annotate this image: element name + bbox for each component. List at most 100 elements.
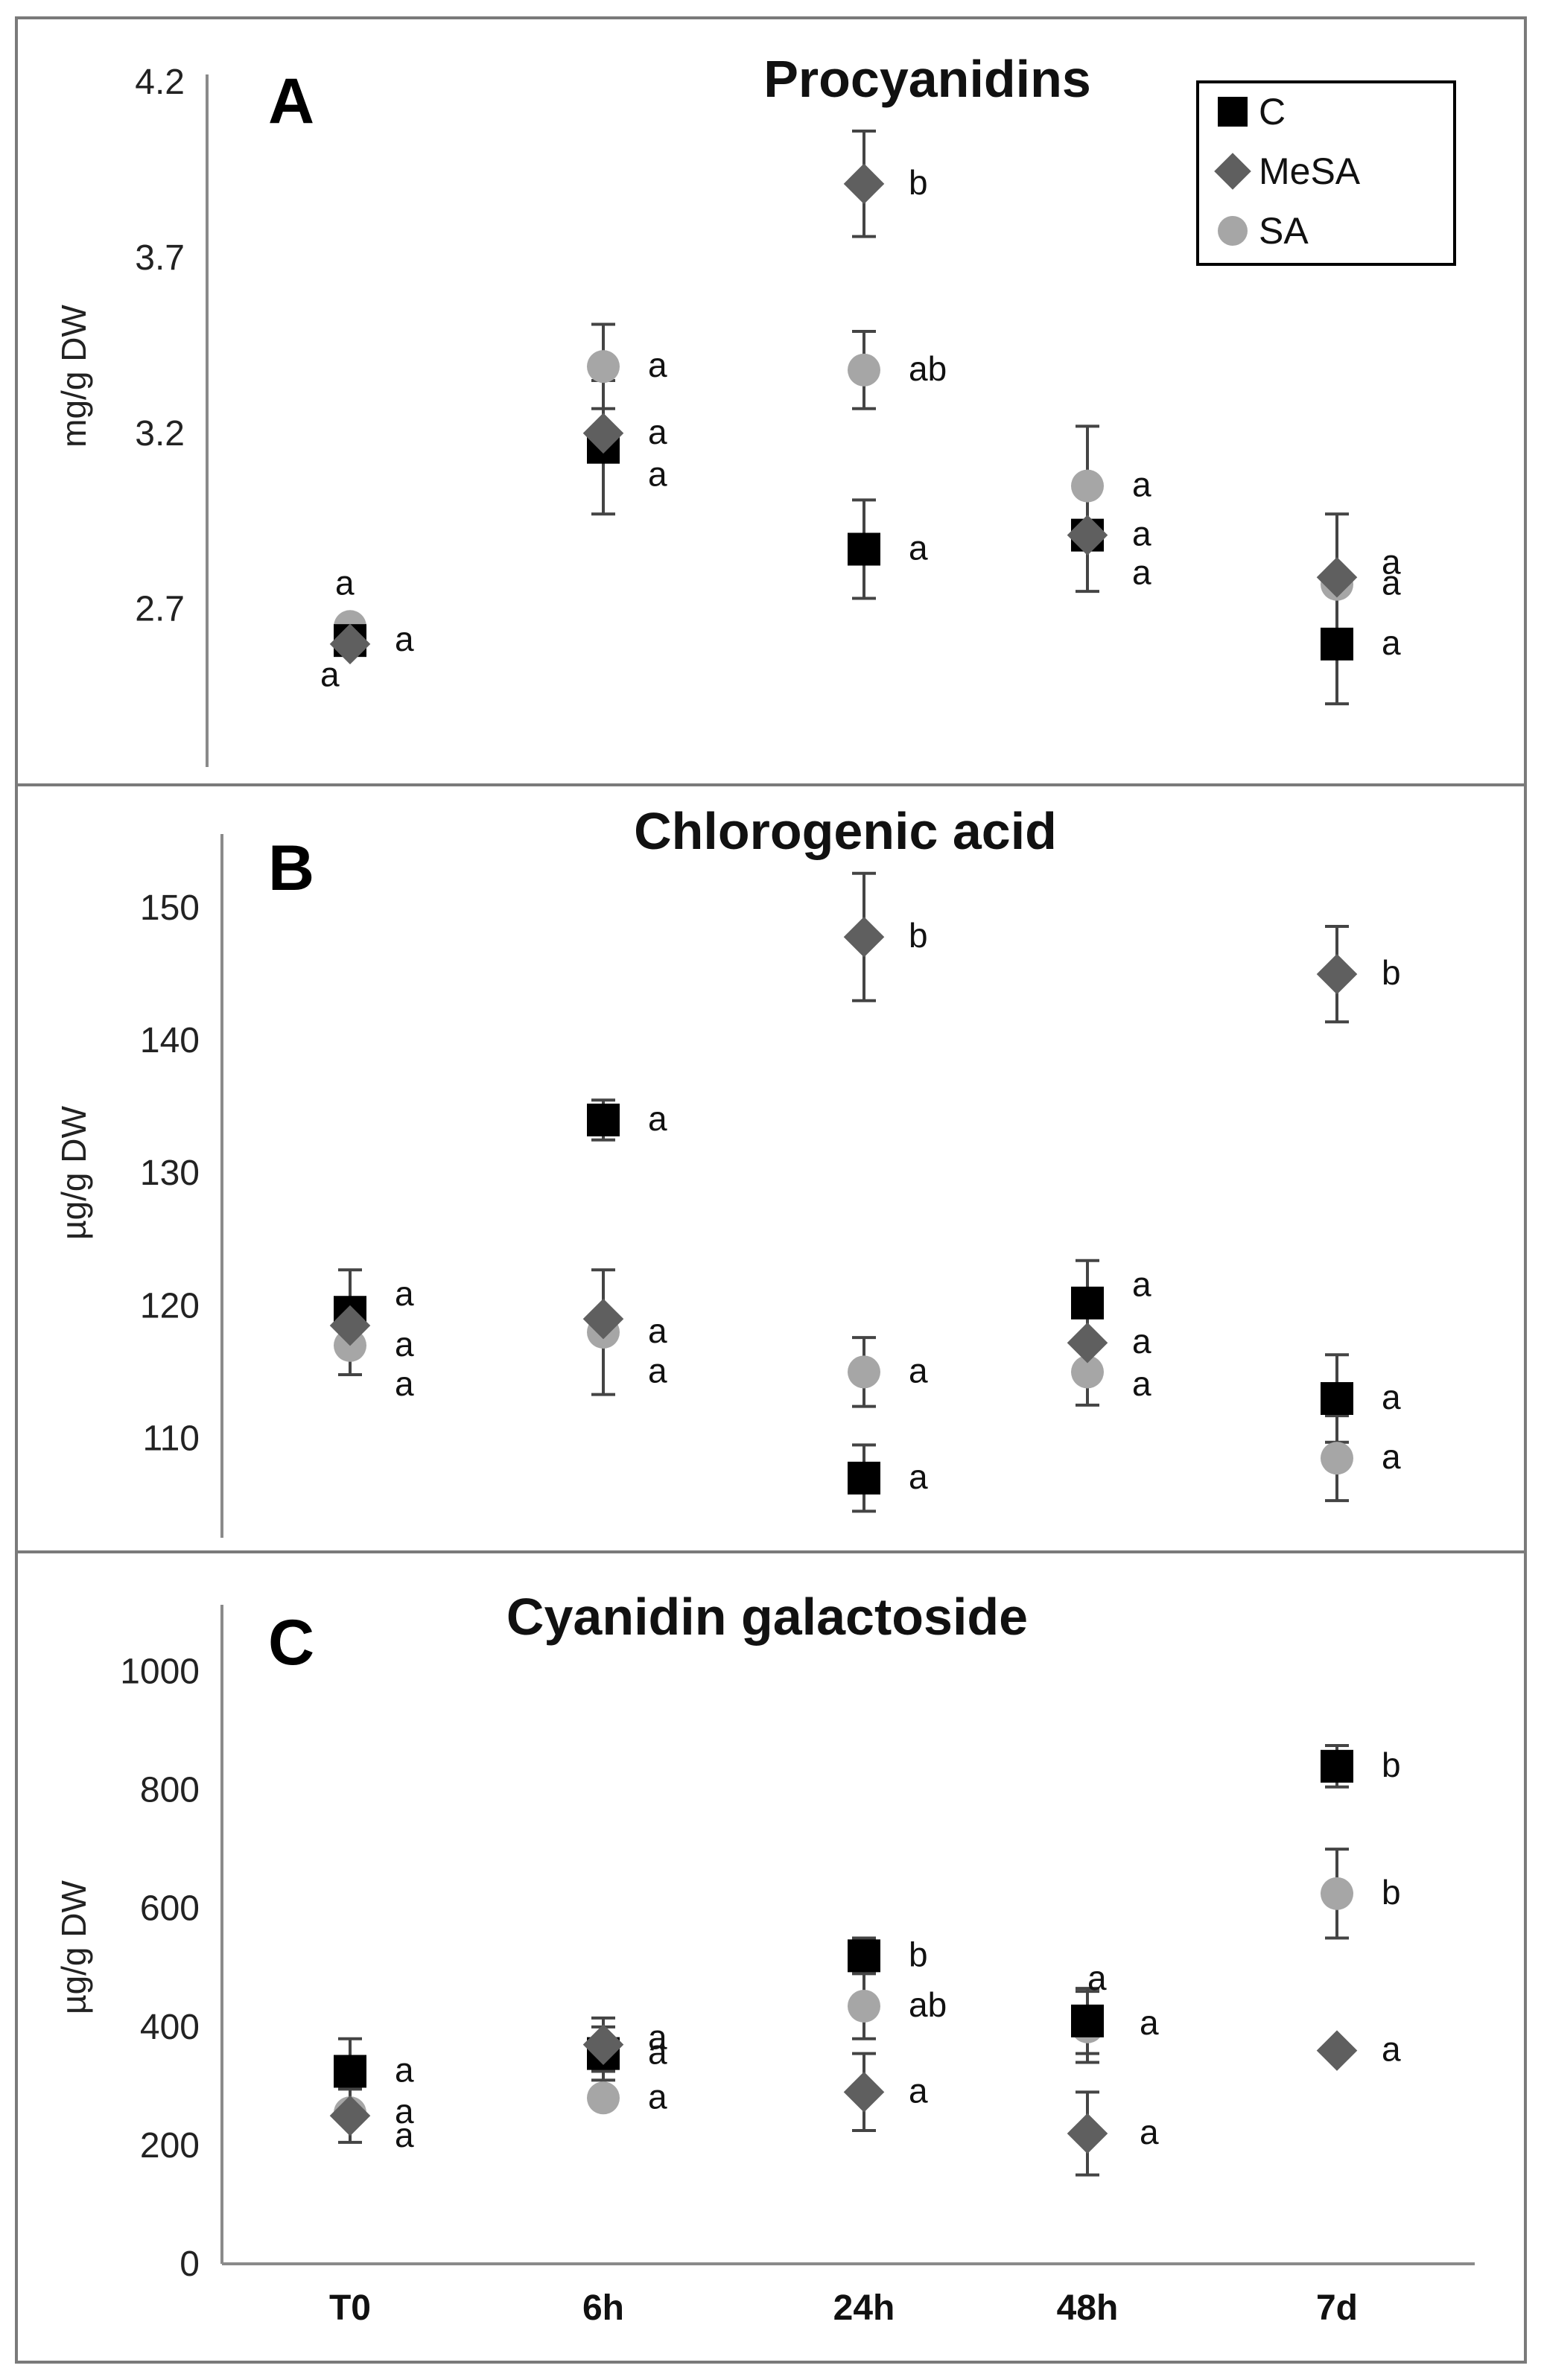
significance-label: a <box>395 1274 414 1313</box>
data-point-sa <box>848 1989 880 2023</box>
data-point-mesa <box>1067 1322 1108 1364</box>
significance-label: a <box>648 1351 667 1390</box>
data-point-mesa <box>843 163 885 205</box>
y-tick-label: 3.2 <box>135 414 185 454</box>
data-point-mesa <box>582 413 624 454</box>
significance-label: a <box>648 346 667 384</box>
y-tick-label: 0 <box>180 2244 200 2284</box>
significance-label: a <box>1140 2113 1159 2151</box>
panel-frame <box>15 1550 1527 2364</box>
y-tick-label: 800 <box>140 1771 200 1810</box>
legend: C MeSA SA <box>1196 80 1456 266</box>
significance-label: a <box>1132 465 1151 504</box>
data-point-mesa <box>1316 556 1358 598</box>
significance-label: a <box>1382 1378 1401 1416</box>
significance-label: a <box>909 1351 928 1390</box>
y-tick-label: 1000 <box>120 1652 200 1692</box>
y-tick-label: 130 <box>140 1154 200 1193</box>
significance-label: a <box>395 2092 414 2131</box>
significance-label: a <box>1132 1265 1151 1304</box>
chart-title: Procyanidins <box>763 50 1091 108</box>
significance-label: a <box>648 1099 667 1138</box>
y-tick-label: 110 <box>142 1419 200 1458</box>
panel-a: 2.73.23.74.2mg/g DWProcyanidinsAaaaaaaba… <box>15 16 1527 786</box>
significance-label: a <box>909 528 928 567</box>
significance-label: a <box>1140 2003 1159 2042</box>
significance-label: a <box>1382 564 1401 602</box>
x-tick-label: 48h <box>1057 2288 1119 2328</box>
data-point-mesa <box>1067 2113 1108 2154</box>
y-tick-label: 200 <box>140 2126 200 2166</box>
chart-title: Chlorogenic acid <box>634 802 1057 860</box>
data-point-c <box>1321 627 1353 661</box>
significance-label: a <box>909 1457 928 1496</box>
significance-label: a <box>909 2071 928 2110</box>
data-point-sa <box>1321 1877 1353 1910</box>
significance-label: ab <box>909 349 947 388</box>
data-point-mesa <box>329 1305 371 1346</box>
legend-label-sa: SA <box>1259 210 1309 252</box>
data-point-c <box>848 1461 880 1495</box>
data-point-mesa <box>329 2095 371 2136</box>
x-tick-label: 7d <box>1316 2288 1358 2328</box>
significance-label: a <box>1382 623 1401 662</box>
chart-title: Cyanidin galactoside <box>506 1588 1028 1646</box>
data-point-c <box>1071 2004 1104 2037</box>
significance-label: a <box>648 413 667 451</box>
data-point-c <box>334 2055 366 2088</box>
x-tick-label: 6h <box>582 2288 624 2328</box>
data-point-mesa <box>843 916 885 958</box>
significance-label: a <box>1132 1322 1151 1361</box>
significance-label: a <box>395 1325 414 1364</box>
significance-label: a <box>1132 1364 1151 1403</box>
y-tick-label: 4.2 <box>135 63 185 102</box>
y-axis-label: µg/g DW <box>54 1105 93 1239</box>
significance-label: b <box>1382 1746 1401 1784</box>
significance-label: a <box>648 1311 667 1350</box>
significance-label: a <box>320 655 340 693</box>
y-tick-label: 3.7 <box>135 238 185 278</box>
data-point-c <box>848 1939 880 1973</box>
data-point-mesa <box>843 2072 885 2113</box>
data-point-mesa <box>1067 515 1108 556</box>
panel-frame <box>15 783 1527 1553</box>
data-point-sa <box>587 2081 620 2115</box>
legend-marker-mesa <box>1214 153 1251 190</box>
panel-letter: C <box>268 1607 314 1679</box>
significance-label: a <box>395 1364 414 1403</box>
data-point-mesa <box>1316 2030 1358 2071</box>
significance-label: a <box>648 2033 667 2072</box>
significance-label: a <box>648 2077 667 2116</box>
data-point-c <box>1321 1382 1353 1415</box>
significance-label: a <box>1382 542 1401 581</box>
significance-label: b <box>1382 953 1401 992</box>
data-point-c <box>587 1104 620 1136</box>
significance-label: a <box>648 454 667 493</box>
data-point-sa <box>1071 469 1104 503</box>
x-tick-label: 24h <box>833 2288 895 2328</box>
data-point-sa <box>1071 1355 1104 1389</box>
significance-label: b <box>1382 1873 1401 1912</box>
significance-label: a <box>1132 553 1151 592</box>
significance-label: a <box>1382 1437 1401 1476</box>
legend-label-c: C <box>1259 91 1286 133</box>
panel-letter: B <box>268 833 314 904</box>
y-tick-label: 2.7 <box>135 590 185 629</box>
y-tick-label: 600 <box>140 1889 200 1929</box>
y-tick-label: 140 <box>140 1021 200 1060</box>
significance-label: a <box>395 2050 414 2089</box>
legend-marker-sa <box>1218 216 1248 246</box>
legend-label-mesa: MeSA <box>1259 150 1361 192</box>
data-point-sa <box>587 350 620 384</box>
data-point-sa <box>1321 1442 1353 1475</box>
data-point-c <box>1321 1749 1353 1783</box>
data-point-mesa <box>1316 953 1358 995</box>
significance-label: b <box>909 1935 928 1973</box>
data-point-mesa <box>582 2024 624 2065</box>
panel-c: 0 200 400 600 800 1000 µg/g DW Cyanidin galacto… <box>15 1550 1527 2364</box>
y-tick-label: 120 <box>140 1286 200 1326</box>
data-point-mesa <box>582 1298 624 1340</box>
panel-b: 110 120 130 140 150 µg/g DW Chlorogenic acid Ba… <box>15 783 1527 1553</box>
data-point-sa <box>848 1355 880 1389</box>
